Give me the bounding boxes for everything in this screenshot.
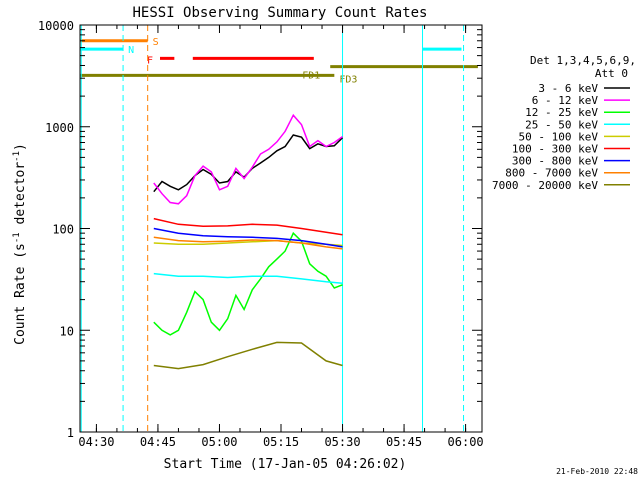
y-axis-label: Count Rate (s-1 detector-1): [12, 143, 28, 345]
series-line-12-25-kev: [153, 231, 343, 336]
legend-label-3-6-kev: 3 - 6 keV: [538, 82, 598, 95]
flag-label-n: N: [128, 45, 134, 56]
chart-title: HESSI Observing Summary Count Rates: [132, 5, 427, 21]
legend-label-25-50-kev: 25 - 50 keV: [525, 118, 598, 131]
series-line-100-300-kev: [153, 217, 343, 236]
legend-label-300-800-kev: 300 - 800 keV: [512, 155, 598, 168]
series-line-50-100-kev: [153, 239, 343, 247]
flag-label-s: S: [153, 37, 159, 48]
x-axis-label: Start Time (17-Jan-05 04:26:02): [164, 457, 407, 472]
series-line-6-12-kev: [153, 113, 343, 205]
series-line-800-7000-kev: [153, 236, 343, 250]
x-tick-label-05-45: 05:45: [386, 435, 422, 449]
axes-layer: 04:30 04:45 05:00 05:15 05:30 05:45 06:00 1 10 10…: [38, 19, 484, 449]
y-tick-label-10: 10: [60, 324, 74, 338]
y-tick-label-10000: 10000: [38, 19, 74, 33]
x-tick-label-04-30: 04:30: [78, 435, 114, 449]
x-tick-label-06-00: 06:00: [448, 435, 484, 449]
x-tick-label-05-00: 05:00: [201, 435, 237, 449]
legend-header-line-2: Att 0: [595, 67, 628, 80]
y-tick-label-1: 1: [67, 426, 74, 440]
series-layer: [153, 113, 344, 370]
legend-header-line-1: Det 1,3,4,5,6,9,: [530, 54, 636, 67]
legend-label-100-300-kev: 100 - 300 keV: [512, 143, 598, 156]
y-tick-label-1000: 1000: [45, 121, 74, 135]
x-tick-label-05-30: 05:30: [324, 435, 360, 449]
flag-bars-layer: SNFFD1FD3: [80, 37, 478, 85]
legend-label-7000-20000-kev: 7000 - 20000 keV: [492, 179, 598, 192]
legend-label-50-100-kev: 50 - 100 keV: [519, 130, 599, 143]
x-tick-label-04-45: 04:45: [140, 435, 176, 449]
series-line-25-50-kev: [153, 272, 343, 284]
y-tick-label-100: 100: [52, 223, 74, 237]
x-tick-label-05-15: 05:15: [263, 435, 299, 449]
legend-label-800-7000-kev: 800 - 7000 keV: [505, 167, 598, 180]
legend-label-6-12-kev: 6 - 12 keV: [532, 94, 599, 107]
flag-label-fd3: FD3: [339, 74, 357, 85]
series-line-300-800-kev: [153, 227, 343, 248]
legend-label-12-25-kev: 12 - 25 keV: [525, 106, 598, 119]
series-line-7000-20000-kev: [153, 341, 343, 370]
flag-label-f: F: [147, 55, 153, 66]
footer-date: 21-Feb-2010 22:48: [556, 467, 638, 476]
